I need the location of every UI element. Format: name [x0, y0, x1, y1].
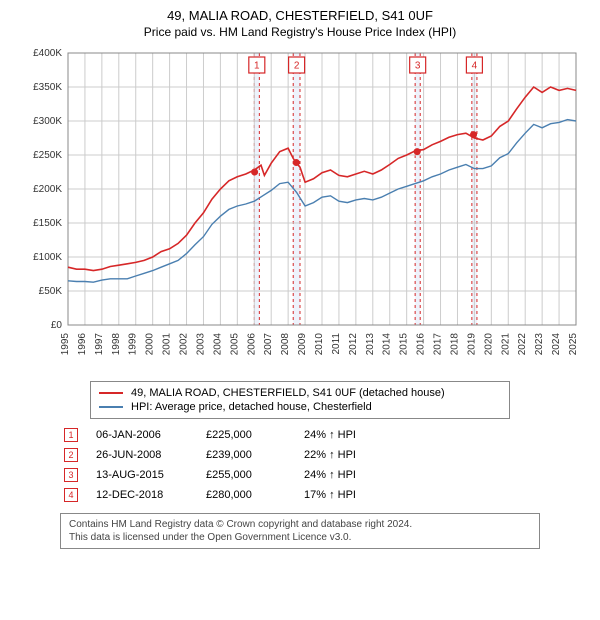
svg-text:2001: 2001 — [162, 333, 173, 356]
svg-text:2008: 2008 — [280, 333, 291, 356]
tx-price: £225,000 — [206, 429, 286, 441]
tx-delta: 17% ↑ HPI — [304, 489, 414, 501]
transactions-table: 1 06-JAN-2006 £225,000 24% ↑ HPI 2 26-JU… — [60, 425, 540, 505]
svg-text:1998: 1998 — [111, 333, 122, 356]
title-line1: 49, MALIA ROAD, CHESTERFIELD, S41 0UF — [8, 8, 592, 23]
chart-container: £0 £50K £100K £150K £200K £250K £300K £350K £400… — [20, 45, 580, 375]
svg-text:1: 1 — [254, 61, 260, 72]
svg-text:1997: 1997 — [94, 333, 105, 356]
legend-label-2: HPI: Average price, detached house, Ches… — [131, 401, 372, 413]
svg-text:2005: 2005 — [229, 333, 240, 356]
svg-text:£250K: £250K — [33, 150, 62, 161]
svg-text:2003: 2003 — [195, 333, 206, 356]
svg-text:2023: 2023 — [534, 333, 545, 356]
title-line2: Price paid vs. HM Land Registry's House … — [8, 25, 592, 39]
tx-marker-3: 3 — [64, 468, 78, 482]
svg-text:£100K: £100K — [33, 252, 62, 263]
svg-text:2024: 2024 — [551, 333, 562, 356]
tx-delta: 22% ↑ HPI — [304, 449, 414, 461]
svg-text:2012: 2012 — [348, 333, 359, 356]
svg-text:2022: 2022 — [517, 333, 528, 356]
svg-text:2025: 2025 — [568, 333, 579, 356]
tx-marker-4: 4 — [64, 488, 78, 502]
legend-label-1: 49, MALIA ROAD, CHESTERFIELD, S41 0UF (d… — [131, 387, 445, 399]
table-row: 3 13-AUG-2015 £255,000 24% ↑ HPI — [60, 465, 540, 485]
tx-date: 06-JAN-2006 — [96, 429, 188, 441]
tx-price: £239,000 — [206, 449, 286, 461]
tx-marker-2: 2 — [64, 448, 78, 462]
svg-text:£50K: £50K — [39, 286, 63, 297]
svg-text:2016: 2016 — [416, 333, 427, 356]
svg-text:£400K: £400K — [33, 48, 62, 59]
svg-text:2017: 2017 — [433, 333, 444, 356]
svg-text:1995: 1995 — [60, 333, 71, 356]
table-row: 4 12-DEC-2018 £280,000 17% ↑ HPI — [60, 485, 540, 505]
svg-text:2013: 2013 — [365, 333, 376, 356]
tx-date: 13-AUG-2015 — [96, 469, 188, 481]
table-row: 2 26-JUN-2008 £239,000 22% ↑ HPI — [60, 445, 540, 465]
svg-text:£150K: £150K — [33, 218, 62, 229]
legend: 49, MALIA ROAD, CHESTERFIELD, S41 0UF (d… — [90, 381, 510, 419]
svg-text:2007: 2007 — [263, 333, 274, 356]
svg-text:2006: 2006 — [246, 333, 257, 356]
tx-date: 26-JUN-2008 — [96, 449, 188, 461]
footer-line2: This data is licensed under the Open Gov… — [69, 531, 531, 544]
svg-text:3: 3 — [415, 61, 421, 72]
tx-price: £255,000 — [206, 469, 286, 481]
svg-text:2014: 2014 — [382, 333, 393, 356]
svg-text:£0: £0 — [51, 320, 63, 331]
tx-date: 12-DEC-2018 — [96, 489, 188, 501]
svg-text:£200K: £200K — [33, 184, 62, 195]
footer-attribution: Contains HM Land Registry data © Crown c… — [60, 513, 540, 549]
tx-price: £280,000 — [206, 489, 286, 501]
svg-text:2: 2 — [294, 61, 300, 72]
svg-text:2004: 2004 — [212, 333, 223, 356]
svg-text:2011: 2011 — [331, 333, 342, 355]
table-row: 1 06-JAN-2006 £225,000 24% ↑ HPI — [60, 425, 540, 445]
svg-text:2018: 2018 — [449, 333, 460, 356]
tx-delta: 24% ↑ HPI — [304, 469, 414, 481]
tx-delta: 24% ↑ HPI — [304, 429, 414, 441]
svg-text:£300K: £300K — [33, 116, 62, 127]
svg-text:2020: 2020 — [483, 333, 494, 356]
svg-text:1996: 1996 — [77, 333, 88, 356]
svg-text:2015: 2015 — [399, 333, 410, 356]
svg-text:2009: 2009 — [297, 333, 308, 356]
svg-text:4: 4 — [472, 61, 478, 72]
line-chart: £0 £50K £100K £150K £200K £250K £300K £350K £400… — [20, 45, 580, 375]
svg-text:2021: 2021 — [500, 333, 511, 356]
legend-swatch-2 — [99, 406, 123, 408]
svg-text:2000: 2000 — [145, 333, 156, 356]
footer-line1: Contains HM Land Registry data © Crown c… — [69, 518, 531, 531]
chart-title-block: 49, MALIA ROAD, CHESTERFIELD, S41 0UF Pr… — [8, 8, 592, 39]
legend-item-series1: 49, MALIA ROAD, CHESTERFIELD, S41 0UF (d… — [99, 386, 501, 400]
tx-marker-1: 1 — [64, 428, 78, 442]
svg-text:2019: 2019 — [466, 333, 477, 356]
legend-swatch-1 — [99, 392, 123, 394]
legend-item-series2: HPI: Average price, detached house, Ches… — [99, 400, 501, 414]
svg-text:£350K: £350K — [33, 82, 62, 93]
svg-text:1999: 1999 — [128, 333, 139, 356]
svg-text:2002: 2002 — [179, 333, 190, 356]
svg-text:2010: 2010 — [314, 333, 325, 356]
